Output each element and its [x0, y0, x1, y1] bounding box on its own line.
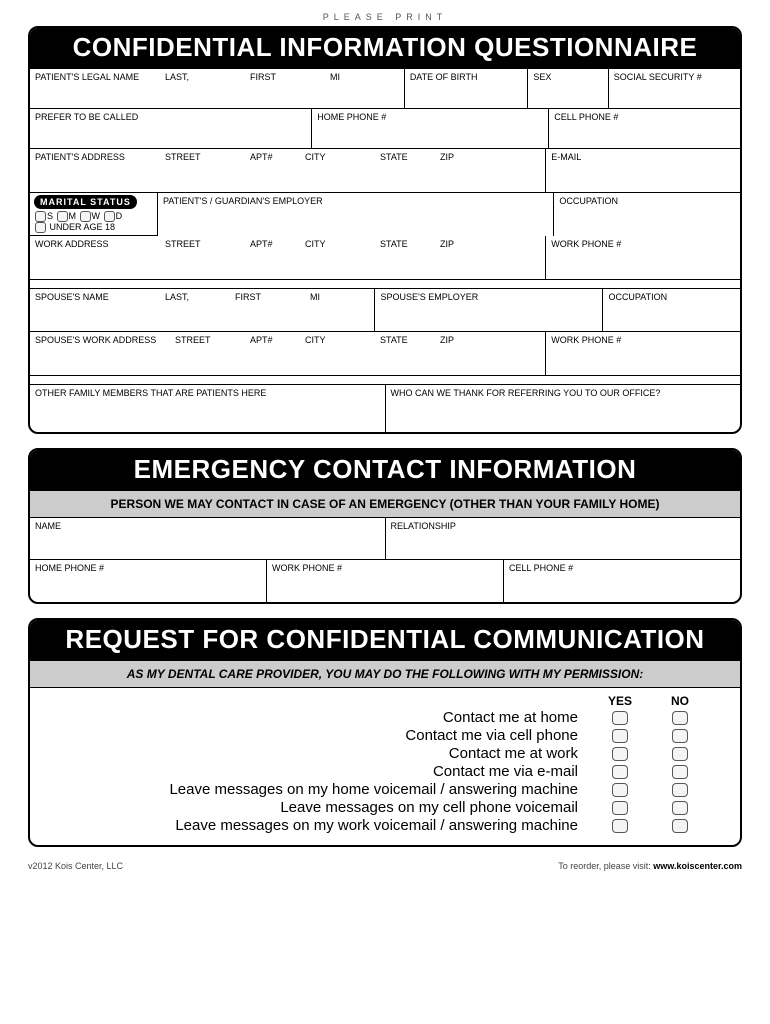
checkbox-yes-0[interactable]	[612, 711, 628, 725]
comm-label: Contact me at home	[40, 709, 590, 726]
cell-ssn[interactable]: SOCIAL SECURITY #	[609, 69, 740, 109]
cell-address[interactable]: PATIENT'S ADDRESS STREET APT# CITY STATE…	[30, 149, 546, 193]
footer: v2012 Kois Center, LLC To reorder, pleas…	[28, 861, 742, 871]
cell-spouse-work-phone[interactable]: WORK PHONE #	[546, 332, 740, 376]
comm-row: Contact me at home	[40, 709, 710, 726]
checkbox-yes-2[interactable]	[612, 747, 628, 761]
checkbox-yes-6[interactable]	[612, 819, 628, 833]
cell-ec-home-phone[interactable]: HOME PHONE #	[30, 560, 267, 602]
cell-prefer[interactable]: PREFER TO BE CALLED	[30, 109, 312, 149]
comm-label: Contact me via cell phone	[40, 727, 590, 744]
cell-spouse-occupation[interactable]: OCCUPATION	[603, 288, 740, 332]
cell-occupation[interactable]: OCCUPATION	[554, 193, 740, 236]
comm-row: Leave messages on my home voicemail / an…	[40, 781, 710, 798]
cell-email[interactable]: E-MAIL	[546, 149, 740, 193]
cell-home-phone[interactable]: HOME PHONE #	[312, 109, 549, 149]
comm-label: Leave messages on my home voicemail / an…	[40, 781, 590, 798]
comm-row: Leave messages on my cell phone voicemai…	[40, 799, 710, 816]
checkbox-no-5[interactable]	[672, 801, 688, 815]
cell-work-phone[interactable]: WORK PHONE #	[546, 236, 740, 280]
checkbox-w[interactable]	[80, 211, 91, 222]
checkbox-yes-1[interactable]	[612, 729, 628, 743]
comm-label: Contact me at work	[40, 745, 590, 762]
cell-cell-phone[interactable]: CELL PHONE #	[549, 109, 740, 149]
section2-subtitle: PERSON WE MAY CONTACT IN CASE OF AN EMER…	[30, 491, 740, 518]
checkbox-under18[interactable]	[35, 222, 46, 233]
cell-spouse-work-address[interactable]: SPOUSE'S WORK ADDRESS STREET APT# CITY S…	[30, 332, 546, 376]
cell-work-address[interactable]: WORK ADDRESS STREET APT# CITY STATE ZIP	[30, 236, 546, 280]
section-confidential: CONFIDENTIAL INFORMATION QUESTIONNAIRE P…	[28, 26, 742, 434]
section3-subtitle: AS MY DENTAL CARE PROVIDER, YOU MAY DO T…	[30, 661, 740, 688]
comm-label: Leave messages on my cell phone voicemai…	[40, 799, 590, 816]
checkbox-no-2[interactable]	[672, 747, 688, 761]
cell-ec-cell-phone[interactable]: CELL PHONE #	[504, 560, 740, 602]
comm-row: Contact me via cell phone	[40, 727, 710, 744]
cell-ec-work-phone[interactable]: WORK PHONE #	[267, 560, 504, 602]
checkbox-no-1[interactable]	[672, 729, 688, 743]
cell-referral[interactable]: WHO CAN WE THANK FOR REFERRING YOU TO OU…	[386, 384, 741, 432]
cell-ec-name[interactable]: NAME	[30, 518, 386, 560]
cell-marital[interactable]: MARITAL STATUS S M W D UNDER AGE 18	[30, 193, 158, 236]
cell-dob[interactable]: DATE OF BIRTH	[405, 69, 529, 109]
cell-legal-name[interactable]: PATIENT'S LEGAL NAME LAST, FIRST MI	[30, 69, 405, 109]
section-communication: REQUEST FOR CONFIDENTIAL COMMUNICATION A…	[28, 618, 742, 847]
cell-ec-relationship[interactable]: RELATIONSHIP	[386, 518, 741, 560]
cell-sex[interactable]: SEX	[528, 69, 608, 109]
col-no: NO	[650, 694, 710, 708]
checkbox-m[interactable]	[57, 211, 68, 222]
cell-other-family[interactable]: OTHER FAMILY MEMBERS THAT ARE PATIENTS H…	[30, 384, 386, 432]
comm-row: Contact me via e-mail	[40, 763, 710, 780]
section-emergency: EMERGENCY CONTACT INFORMATION PERSON WE …	[28, 448, 742, 604]
col-yes: YES	[590, 694, 650, 708]
section1-title: CONFIDENTIAL INFORMATION QUESTIONNAIRE	[30, 28, 740, 69]
cell-spouse-employer[interactable]: SPOUSE'S EMPLOYER	[375, 288, 603, 332]
section3-title: REQUEST FOR CONFIDENTIAL COMMUNICATION	[30, 620, 740, 661]
comm-row: Contact me at work	[40, 745, 710, 762]
comm-row: Leave messages on my work voicemail / an…	[40, 817, 710, 834]
checkbox-no-0[interactable]	[672, 711, 688, 725]
checkbox-no-4[interactable]	[672, 783, 688, 797]
cell-employer[interactable]: PATIENT'S / GUARDIAN'S EMPLOYER	[158, 193, 554, 236]
comm-label: Contact me via e-mail	[40, 763, 590, 780]
checkbox-d[interactable]	[104, 211, 115, 222]
section2-title: EMERGENCY CONTACT INFORMATION	[30, 450, 740, 491]
checkbox-no-3[interactable]	[672, 765, 688, 779]
checkbox-yes-4[interactable]	[612, 783, 628, 797]
checkbox-yes-3[interactable]	[612, 765, 628, 779]
comm-label: Leave messages on my work voicemail / an…	[40, 817, 590, 834]
cell-spouse-name[interactable]: SPOUSE'S NAME LAST, FIRST MI	[30, 288, 375, 332]
checkbox-no-6[interactable]	[672, 819, 688, 833]
checkbox-s[interactable]	[35, 211, 46, 222]
checkbox-yes-5[interactable]	[612, 801, 628, 815]
please-print: PLEASE PRINT	[28, 12, 742, 22]
